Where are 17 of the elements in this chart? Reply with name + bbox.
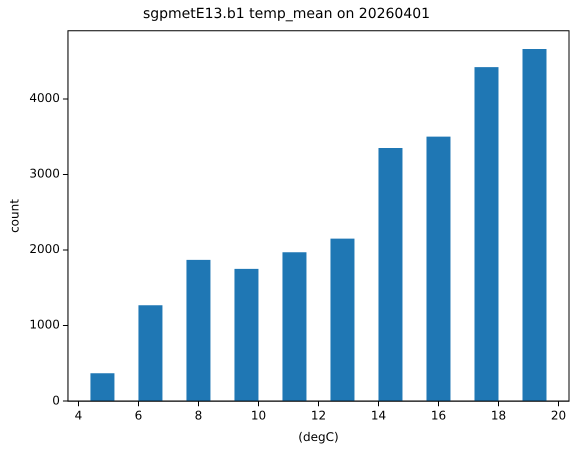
x-tick-label: 12 xyxy=(310,408,326,423)
y-tick-label: 4000 xyxy=(29,90,60,105)
chart-title: sgpmetE13.b1 temp_mean on 20260401 xyxy=(142,6,430,22)
y-tick-label: 0 xyxy=(52,393,60,408)
y-axis-title: count xyxy=(7,198,22,233)
x-tick-label: 6 xyxy=(134,408,142,423)
y-tick-label: 3000 xyxy=(29,166,60,181)
x-tick-label: 8 xyxy=(194,408,202,423)
x-tick-label: 16 xyxy=(430,408,446,423)
x-tick-label: 18 xyxy=(490,408,506,423)
x-axis-title: (degC) xyxy=(298,430,339,444)
y-tick-label: 1000 xyxy=(29,318,60,332)
y-tick-label: 2000 xyxy=(29,242,60,256)
x-tick-label: 4 xyxy=(74,408,82,423)
x-tick-label: 10 xyxy=(250,408,266,423)
x-tick-label: 20 xyxy=(550,408,566,423)
x-tick-label: 14 xyxy=(370,408,386,423)
